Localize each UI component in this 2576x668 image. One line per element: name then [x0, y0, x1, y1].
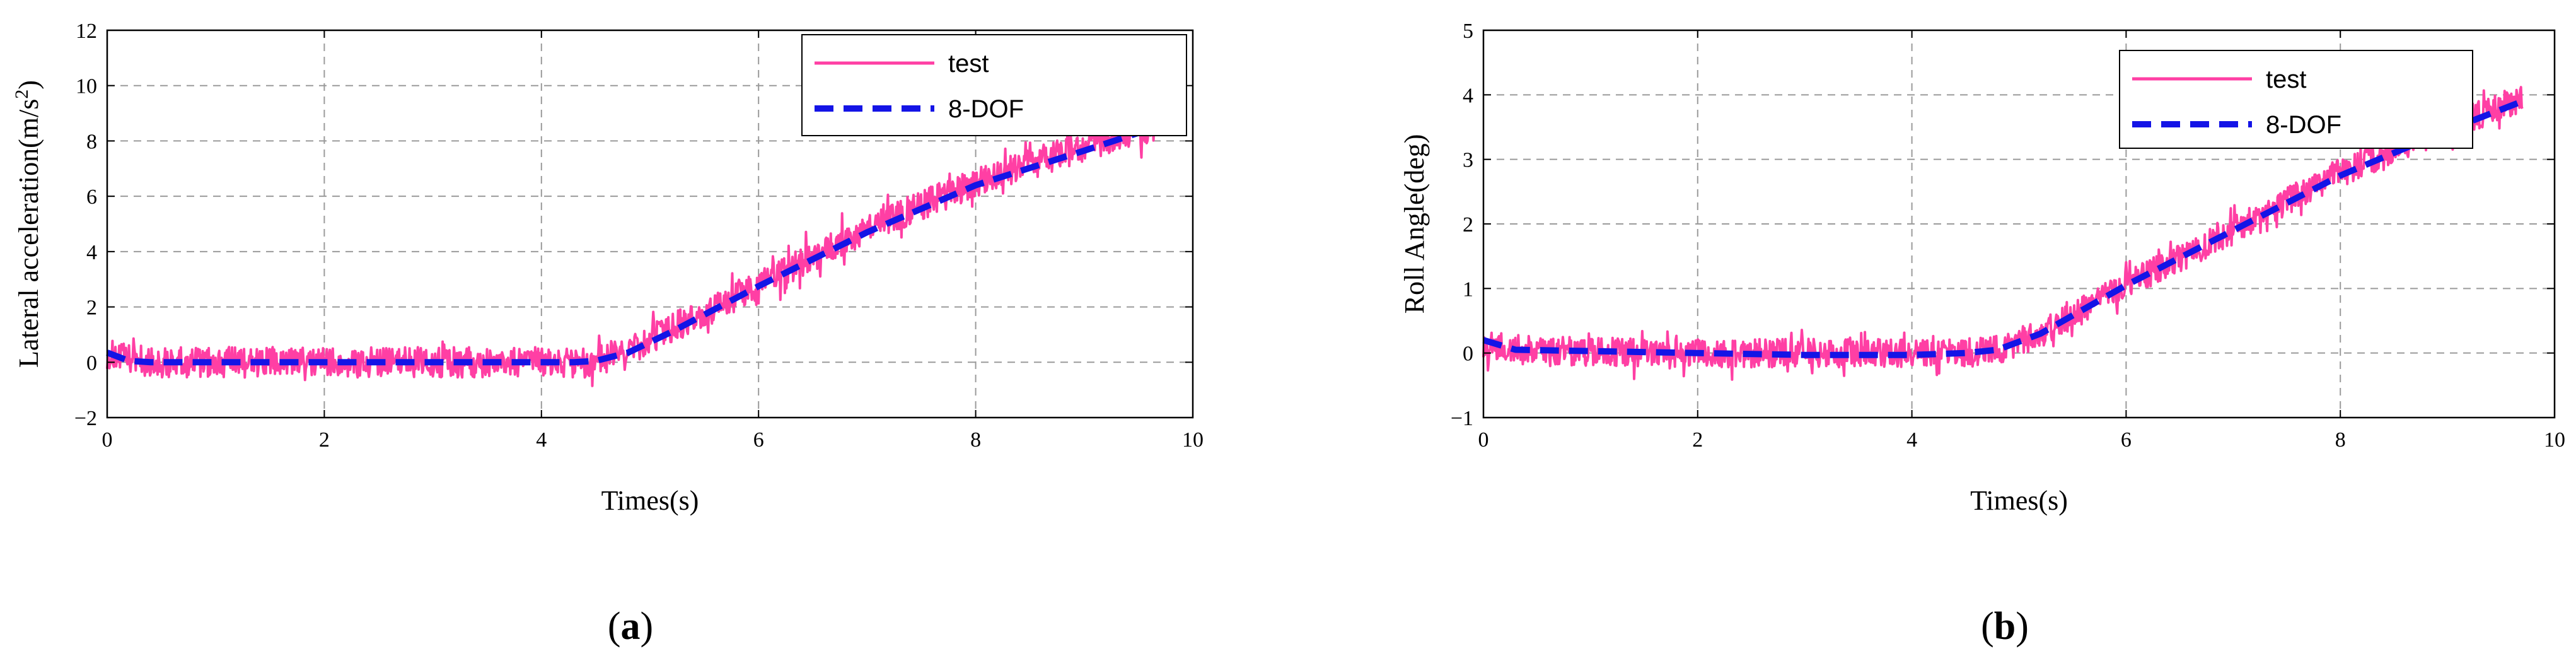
panel-caption-close: ): [641, 605, 654, 648]
x-tick-label: 10: [2544, 428, 2565, 452]
x-tick-label: 4: [1906, 428, 1917, 452]
legend-box: [801, 34, 1187, 136]
legend-label-test: test: [2266, 66, 2306, 93]
x-tick-label: 0: [1478, 428, 1489, 452]
x-tick-label: 4: [536, 428, 547, 452]
x-axis-title: Times(s): [1970, 485, 2068, 516]
y-axis-title-superscript: 2: [11, 90, 32, 99]
y-tick-label: 5: [1463, 20, 1473, 43]
y-tick-label: 0: [86, 351, 97, 375]
x-tick-label: 6: [2121, 428, 2132, 452]
y-tick-label: 4: [1463, 84, 1473, 107]
y-tick-label: 3: [1463, 149, 1473, 172]
x-axis-title: Times(s): [601, 485, 699, 516]
x-tick-label: 8: [2335, 428, 2346, 452]
y-tick-label: −1: [1451, 407, 1473, 430]
panel-caption-letter: b: [1994, 605, 2016, 648]
y-tick-label: −2: [74, 407, 97, 430]
y-tick-label: 6: [86, 185, 97, 209]
series-line-8-DOF: [1482, 98, 2524, 358]
y-tick-label: 0: [1463, 343, 1473, 366]
series-line-test: [1482, 86, 2524, 381]
y-axis-title-main: Lateral acceleration(m/s: [13, 99, 44, 368]
panel-caption: (a): [608, 605, 653, 648]
legend-label-8-DOF: 8-DOF: [948, 95, 1024, 123]
y-axis-title-tail: ): [13, 80, 44, 90]
y-tick-label: 1: [1463, 278, 1473, 301]
y-tick-label: 2: [86, 296, 97, 320]
legend-label-test: test: [948, 50, 989, 78]
y-axis-title: Lateral acceleration(m/s2): [11, 80, 45, 368]
x-tick-label: 8: [970, 428, 981, 452]
x-tick-label: 0: [102, 428, 113, 452]
y-tick-label: 4: [86, 241, 97, 264]
y-tick-label: 2: [1463, 213, 1473, 237]
panel-caption: (b): [1981, 605, 2029, 648]
y-tick-label: 10: [76, 75, 97, 98]
legend: test 8-DOF: [801, 34, 1187, 136]
legend-box: [2119, 50, 2473, 149]
legend: test 8-DOF: [2119, 50, 2473, 149]
legend-label-8-DOF: 8-DOF: [2266, 111, 2341, 139]
x-tick-label: 2: [1692, 428, 1703, 452]
panel-caption-open: (: [608, 605, 621, 648]
panel-caption-close: ): [2016, 605, 2029, 648]
panel-caption-letter: a: [621, 605, 641, 648]
y-tick-label: 12: [76, 20, 97, 43]
x-tick-label: 10: [1182, 428, 1204, 452]
panel-caption-open: (: [1981, 605, 1994, 648]
x-tick-label: 6: [753, 428, 764, 452]
y-axis-title-main: Roll Angle(deg): [1399, 134, 1430, 314]
series-line-8-DOF: [106, 122, 1161, 366]
y-axis-title: Roll Angle(deg): [1399, 134, 1430, 314]
x-tick-label: 2: [319, 428, 330, 452]
plot-frame: [106, 29, 1194, 419]
y-tick-label: 8: [86, 130, 97, 153]
